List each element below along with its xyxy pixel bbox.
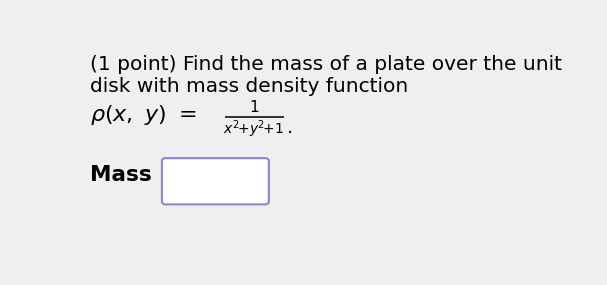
Text: disk with mass density function: disk with mass density function [90, 77, 408, 95]
FancyBboxPatch shape [162, 158, 269, 204]
Text: $x^2\!\!+\!y^2\!\!+\!1$: $x^2\!\!+\!y^2\!\!+\!1$ [223, 118, 285, 140]
Text: $\rho(x,\ y)\ =$: $\rho(x,\ y)\ =$ [90, 103, 196, 127]
Text: 1: 1 [249, 100, 259, 115]
Text: .: . [287, 118, 293, 137]
Text: (1 point) Find the mass of a plate over the unit: (1 point) Find the mass of a plate over … [90, 55, 562, 74]
Text: Mass =: Mass = [90, 165, 177, 185]
